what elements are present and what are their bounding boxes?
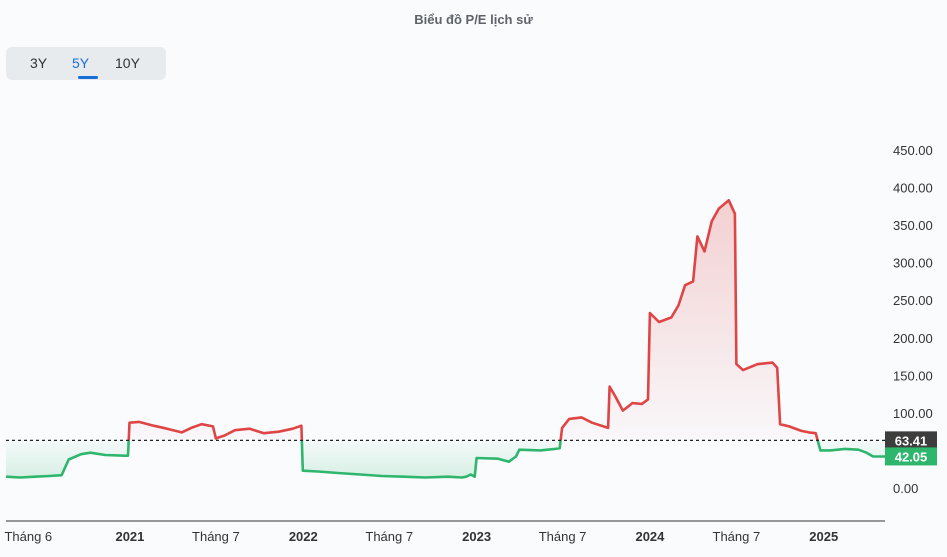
y-tick-label: 350.00 — [893, 218, 933, 233]
range-tab-10y[interactable]: 10Y — [115, 55, 140, 71]
x-tick-label: Tháng 7 — [192, 529, 240, 544]
x-tick-label: Tháng 7 — [539, 529, 587, 544]
series-lines — [5, 199, 885, 479]
y-tick-label: 250.00 — [893, 293, 933, 308]
y-tick-label: 0.00 — [893, 481, 918, 496]
reference-value-badge-label: 63.41 — [895, 433, 928, 448]
x-tick-label: 2023 — [462, 529, 491, 544]
chart-title: Biểu đồ P/E lịch sử — [414, 12, 533, 27]
area-above-reference — [128, 200, 818, 441]
range-tab-3y[interactable]: 3Y — [30, 55, 48, 71]
x-tick-label: 2022 — [289, 529, 318, 544]
current-value-badge-label: 42.05 — [895, 449, 928, 464]
range-tab-5y[interactable]: 5Y — [72, 55, 90, 71]
y-tick-label: 200.00 — [893, 331, 933, 346]
current-value-badge — [885, 447, 937, 466]
x-tick-label: Tháng 7 — [365, 529, 413, 544]
x-tick-label: 2021 — [115, 529, 144, 544]
y-tick-label: 300.00 — [893, 256, 933, 271]
active-tab-indicator — [78, 76, 98, 79]
x-tick-label: Tháng 7 — [713, 529, 761, 544]
x-axis: Tháng 6 2021 Tháng 7 2022 Tháng 7 2023 Tháng 7… — [4, 529, 838, 544]
x-tick-label: Tháng 6 — [4, 529, 52, 544]
y-tick-label: 450.00 — [893, 143, 933, 158]
y-tick-label: 100.00 — [893, 406, 933, 421]
area-below-reference — [6, 440, 885, 478]
pe-line-above-reference — [127, 199, 820, 441]
area-fills — [6, 200, 885, 478]
range-selector: 3Y 5Y 10Y — [6, 47, 166, 80]
y-tick-label: 400.00 — [893, 181, 933, 196]
x-tick-label: 2024 — [635, 529, 665, 544]
reference-value-badge — [885, 431, 937, 450]
y-tick-label: 150.00 — [893, 368, 933, 383]
pe-line-below-reference — [5, 440, 885, 479]
x-tick-label: 2025 — [809, 529, 838, 544]
